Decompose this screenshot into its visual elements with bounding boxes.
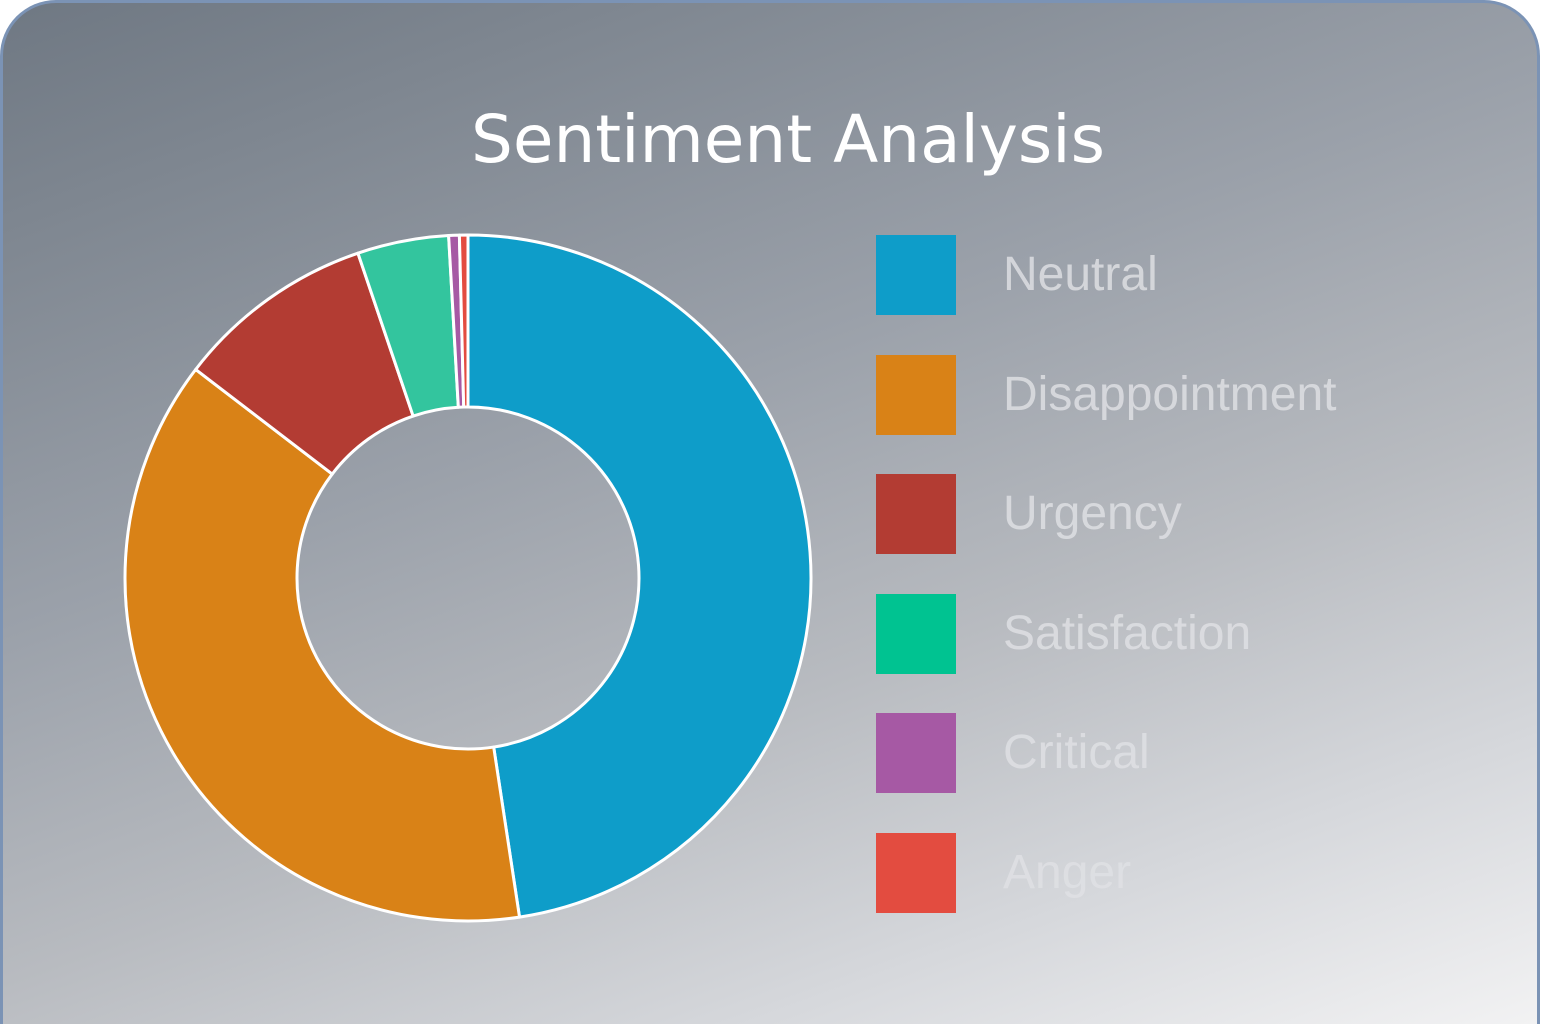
legend-label: Anger (1003, 845, 1132, 899)
legend-swatch (876, 593, 956, 674)
legend-label: Critical (1003, 726, 1150, 780)
legend-label: Satisfaction (1003, 606, 1252, 660)
legend-swatch (876, 832, 956, 913)
legend-label: Disappointment (1003, 367, 1337, 421)
legend: Neutral Disappointment Urgency Satisfact… (876, 235, 1516, 953)
chart-title: Sentiment Analysis (470, 101, 1106, 178)
legend-swatch (876, 354, 956, 435)
donut-chart (123, 233, 813, 923)
legend-item[interactable]: Urgency (876, 474, 1516, 555)
legend-swatch (876, 713, 956, 794)
legend-item[interactable]: Critical (876, 713, 1516, 794)
legend-swatch (876, 474, 956, 555)
donut-slice-neutral[interactable] (466, 233, 813, 919)
legend-item[interactable]: Satisfaction (876, 593, 1516, 674)
legend-item[interactable]: Disappointment (876, 354, 1516, 435)
legend-item[interactable]: Neutral (876, 235, 1516, 315)
donut-slice-anger[interactable] (457, 233, 470, 409)
legend-swatch (876, 235, 956, 315)
legend-label: Urgency (1003, 487, 1182, 541)
donut-slice-disappointment[interactable] (123, 367, 522, 923)
legend-label: Neutral (1003, 248, 1158, 301)
legend-item[interactable]: Anger (876, 832, 1516, 913)
